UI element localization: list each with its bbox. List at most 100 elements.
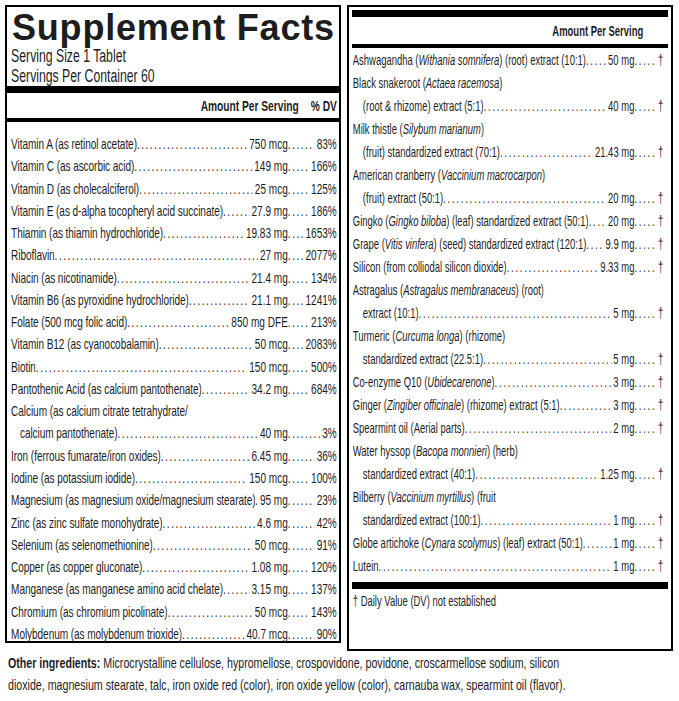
dv-value: 3% <box>320 422 337 444</box>
header-amount-per-serving: Amount Per Serving <box>201 97 299 114</box>
dot-leader <box>142 556 249 578</box>
nutrient-label: Riboflavin <box>11 244 55 266</box>
nutrient-label: (fruit) extract (50:1) <box>353 186 443 209</box>
nutrient-row: Folate (500 mcg folic acid)850 mg DFE213… <box>11 311 337 333</box>
nutrient-row: Niacin (as nicotinamide)21.4 mg134% <box>11 267 337 289</box>
nutrient-row: Vitamin D (as cholecalciferol)25 mcg125% <box>11 178 337 200</box>
amount-value: 6.45 mg <box>249 445 287 467</box>
amount-value: 9.33 mg <box>598 255 634 278</box>
dot-leader <box>161 445 250 467</box>
amount-value: 40 mg <box>606 94 634 117</box>
nutrient-row: Riboflavin27 mg2077% <box>11 244 337 266</box>
dv-cell: † <box>634 255 663 278</box>
dot-leader <box>189 289 250 311</box>
header-percent-dv: % DV <box>299 97 337 114</box>
nutrient-row: Selenium (as selenomethionine)50 mcg91% <box>11 534 337 556</box>
nutrient-label: Ginger (Zingiber officinale) (rhizome) e… <box>353 393 560 416</box>
dot-leader <box>634 508 656 531</box>
dot-leader <box>634 94 656 117</box>
dv-value: † <box>656 531 663 554</box>
dot-leader <box>55 244 258 266</box>
nutrient-label: calcium pantothenate) <box>11 422 117 444</box>
amount-value: 850 mg DFE <box>229 311 288 333</box>
nutrient-row: Vitamin B12 (as cyanocobalamin)50 mcg208… <box>11 333 337 355</box>
serving-size: Serving Size 1 Tablet <box>11 46 337 66</box>
dot-leader <box>475 462 598 485</box>
nutrient-label: Niacin (as nicotinamide) <box>11 267 117 289</box>
dot-leader <box>288 133 315 155</box>
dot-leader <box>163 512 255 534</box>
dv-cell: † <box>634 531 663 554</box>
nutrient-label: standardized extract (40:1) <box>353 462 475 485</box>
dv-value: † <box>656 94 663 117</box>
divider-thick <box>352 10 668 17</box>
amount-value: 40 mg <box>258 422 288 444</box>
dot-leader <box>483 347 611 370</box>
amount-value: 2 mg <box>611 416 634 439</box>
nutrient-label: Vitamin B12 (as cyanocobalamin) <box>11 333 159 355</box>
amount-value: 50 mcg <box>253 601 288 623</box>
dv-value: 42% <box>315 512 337 534</box>
dot-leader <box>288 378 309 400</box>
dv-value: 36% <box>315 445 337 467</box>
nutrient-row: Gingko (Gingko biloba) (leaf) standardiz… <box>353 209 664 232</box>
nutrient-label: standardized extract (100:1) <box>353 508 481 531</box>
nutrient-label: Molybdenum (as molybdenum trioxide) <box>11 623 182 645</box>
dot-leader <box>634 554 656 577</box>
amount-value: 40.7 mcg <box>244 623 287 645</box>
nutrient-label: (root & rhizome) extract (5:1) <box>353 94 484 117</box>
dv-value: 2077% <box>303 244 336 266</box>
dv-cell: 186% <box>288 200 337 222</box>
nutrient-row: Iron (ferrous fumarate/iron oxides)6.45 … <box>11 445 337 467</box>
dv-value: † <box>656 416 663 439</box>
nutrient-row: Vitamin A (as retinol acetate)750 mcg83% <box>11 133 337 155</box>
nutrient-row: Lutein1 mg† <box>353 554 664 577</box>
dv-value: 100% <box>309 467 337 489</box>
amount-value: 34.2 mg <box>249 378 287 400</box>
dv-value: † <box>656 393 663 416</box>
dv-value: 23% <box>315 489 337 511</box>
dv-value: 684% <box>309 378 337 400</box>
dot-leader <box>634 232 656 255</box>
other-ingredients-line2: dioxide, magnesium stearate, talc, iron … <box>8 676 566 693</box>
amount-value: 149 mg <box>252 155 288 177</box>
dv-cell: 166% <box>288 155 337 177</box>
amount-value: 5 mg <box>611 301 634 324</box>
dot-leader <box>288 200 309 222</box>
amount-value: 50 mg <box>606 48 634 71</box>
dot-leader <box>288 578 309 600</box>
dot-leader <box>182 623 244 645</box>
dot-leader <box>288 356 309 378</box>
dot-leader <box>137 133 247 155</box>
divider-thick <box>7 86 339 93</box>
amount-value: 1 mg <box>611 554 634 577</box>
nutrient-label: Ashwagandha (Withania somnifera) (root) … <box>353 48 586 71</box>
nutrient-row: Spearmint oil (Aerial parts)2 mg† <box>353 416 664 439</box>
dv-value: 500% <box>309 356 337 378</box>
dot-leader <box>634 140 656 163</box>
dot-leader <box>202 378 250 400</box>
nutrient-row: Vitamin C (as ascorbic acid)149 mg166% <box>11 155 337 177</box>
dv-value: † <box>656 508 663 531</box>
right-table-header: Amount Per Serving <box>349 17 671 44</box>
dv-value: 186% <box>309 200 337 222</box>
amount-value: 21.1 mg <box>249 289 287 311</box>
dv-value: 120% <box>309 556 337 578</box>
nutrient-row: Zinc (as zinc sulfate monohydrate)4.6 mg… <box>11 512 337 534</box>
nutrient-label: Turmeric (Curcuma longa) (rhizome) <box>353 324 505 347</box>
nutrient-label: American cranberry (Vaccinium macrocarpo… <box>353 163 545 186</box>
dot-leader <box>495 370 612 393</box>
nutrient-label: Vitamin D (as cholecalciferol) <box>11 178 139 200</box>
nutrient-row: Water hyssop (Bacopa monnieri) (herb) <box>353 439 664 462</box>
dv-cell: † <box>634 370 663 393</box>
nutrient-label: Bilberry (Vaccinium myrtillus) (fruit <box>353 485 496 508</box>
dv-cell: 213% <box>288 311 337 333</box>
amount-value: 20 mg <box>606 186 634 209</box>
dv-cell: † <box>634 462 663 485</box>
nutrient-row: Silicon (from colliodal silicon dioxide)… <box>353 255 664 278</box>
nutrient-label: Selenium (as selenomethionine) <box>11 534 153 556</box>
dot-leader <box>288 512 315 534</box>
other-ingredients-line1: Microcrystalline cellulose, hypromellose… <box>100 654 559 671</box>
dv-value: † <box>656 301 663 324</box>
nutrient-row: extract (10:1)5 mg† <box>353 301 664 324</box>
